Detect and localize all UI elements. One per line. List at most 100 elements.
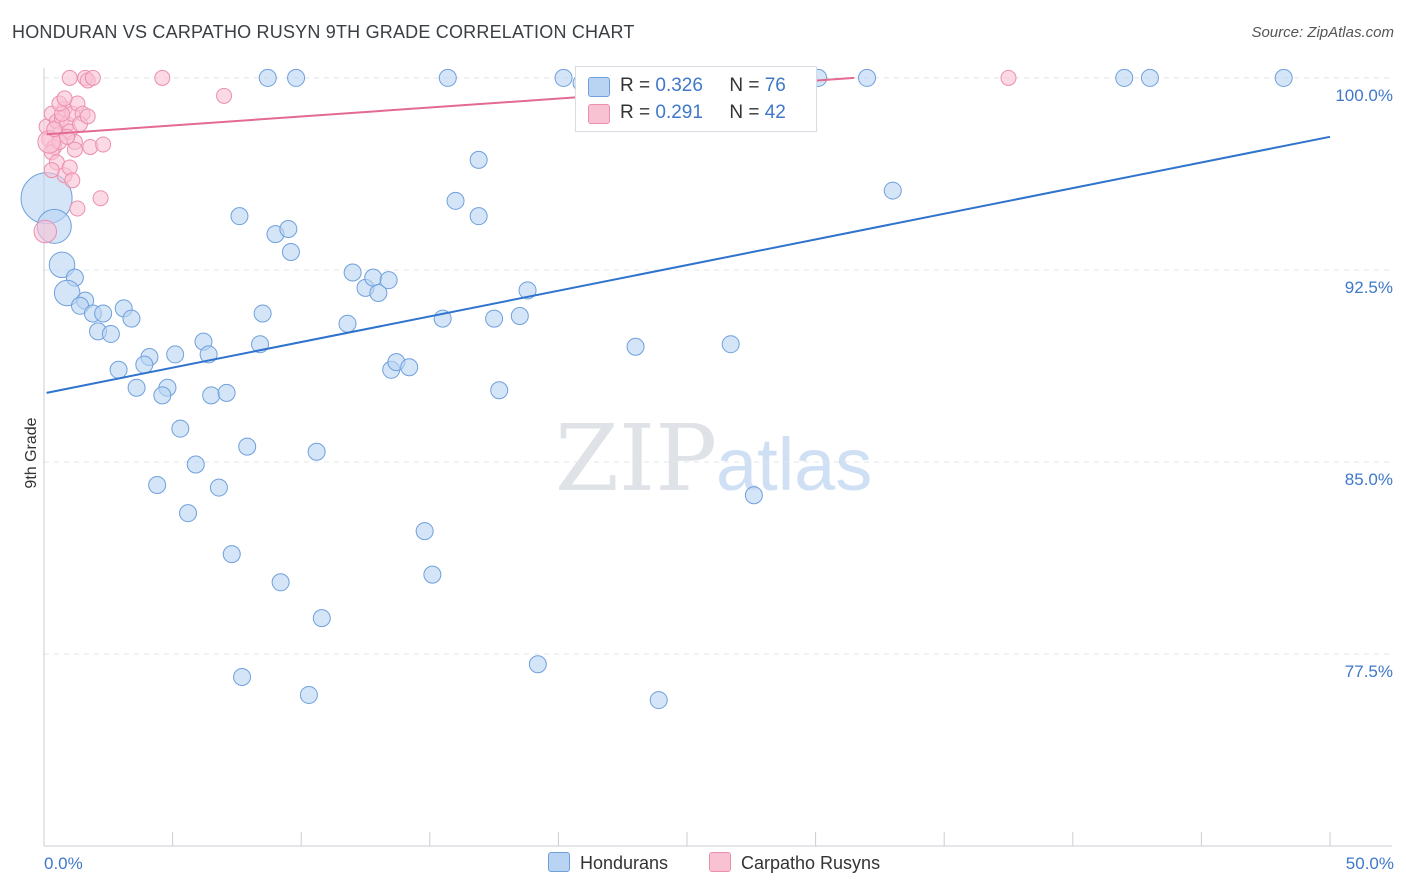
honduran-point	[469, 150, 488, 169]
honduran-point	[209, 478, 228, 497]
honduran-point	[400, 358, 419, 377]
honduran-trendline	[46, 135, 1331, 394]
carpatho-point	[82, 139, 99, 156]
honduran-point	[281, 243, 300, 262]
honduran-point	[1115, 68, 1134, 87]
honduran-point	[469, 207, 488, 226]
legend-n-label: N =	[729, 102, 760, 123]
y-tick-label: 92.5%	[1345, 278, 1393, 297]
legend-swatch-pink	[588, 104, 610, 124]
honduran-point	[258, 68, 277, 87]
honduran-point	[312, 609, 331, 628]
honduran-point	[186, 455, 205, 474]
honduran-point	[94, 304, 113, 323]
honduran-point	[171, 419, 190, 438]
chart-title: HONDURAN VS CARPATHO RUSYN 9TH GRADE COR…	[12, 22, 635, 42]
x-tick-label-min: 0.0%	[44, 854, 83, 873]
carpatho-point	[66, 141, 83, 158]
honduran-point	[233, 668, 252, 687]
honduran-point	[490, 381, 509, 400]
bottom-legend-label: Hondurans	[580, 853, 669, 873]
bottom-legend-swatch-pink	[709, 852, 731, 872]
honduran-point	[287, 68, 306, 87]
honduran-point	[127, 378, 146, 397]
honduran-point	[364, 268, 383, 287]
honduran-point	[202, 386, 221, 405]
legend-r-value: 0.291	[655, 102, 703, 123]
legend-r-value: 0.326	[655, 75, 703, 96]
legend-swatch-blue	[588, 77, 610, 97]
honduran-point	[109, 360, 128, 379]
honduran-point	[518, 281, 537, 300]
honduran-point	[122, 309, 141, 328]
honduran-point	[271, 573, 290, 592]
legend-n-value: 76	[764, 75, 786, 96]
honduran-point	[626, 337, 645, 356]
honduran-point	[858, 68, 877, 87]
bottom-legend-swatch-blue	[548, 852, 570, 872]
honduran-point	[721, 335, 740, 354]
carpatho-point	[43, 162, 60, 179]
honduran-point	[279, 219, 298, 238]
honduran-point	[101, 324, 120, 343]
honduran-point	[883, 181, 902, 200]
y-axis-label: 9th Grade	[23, 417, 40, 488]
honduran-point	[1274, 68, 1293, 87]
carpatho-point	[95, 136, 112, 153]
honduran-point	[153, 386, 172, 405]
honduran-point	[485, 309, 504, 328]
carpatho-point	[69, 200, 86, 217]
watermark-atlas: atlas	[716, 423, 872, 506]
carpatho-point	[64, 172, 81, 189]
legend-r-label: R =	[620, 75, 651, 96]
honduran-point	[238, 437, 257, 456]
bottom-legend-label: Carpatho Rusyns	[741, 853, 881, 873]
honduran-point	[307, 442, 326, 461]
honduran-point	[253, 304, 272, 323]
honduran-point	[53, 279, 81, 307]
honduran-point	[379, 271, 398, 290]
honduran-point	[222, 545, 241, 564]
bottom-legend-carpatho: Carpatho Rusyns	[709, 852, 880, 874]
x-tick-label-max: 50.0%	[1346, 854, 1394, 873]
honduran-point	[510, 307, 529, 326]
y-tick-label: 100.0%	[1335, 86, 1393, 105]
honduran-point	[148, 476, 167, 495]
honduran-point	[299, 685, 318, 704]
honduran-point	[343, 263, 362, 282]
honduran-point	[230, 207, 249, 226]
legend-n-label: N =	[729, 75, 760, 96]
honduran-point	[423, 565, 442, 584]
carpatho-point	[92, 190, 109, 207]
honduran-point	[338, 314, 357, 333]
honduran-point	[438, 68, 457, 87]
stats-legend: R = 0.326 N = 76 R = 0.291 N = 42	[575, 66, 817, 132]
carpatho-point	[56, 90, 73, 107]
y-tick-label: 77.5%	[1345, 662, 1393, 681]
carpatho-point	[79, 108, 96, 125]
honduran-point	[166, 345, 185, 364]
watermark-zip: ZIP	[555, 405, 717, 512]
carpatho-point	[61, 69, 78, 86]
honduran-point	[369, 283, 388, 302]
carpatho-point	[216, 87, 233, 104]
carpatho-point	[154, 69, 171, 86]
legend-n-value: 42	[764, 102, 786, 123]
honduran-point	[528, 655, 547, 674]
honduran-point	[179, 504, 198, 523]
bottom-legend-hondurans: Hondurans	[548, 852, 668, 874]
honduran-point	[135, 355, 154, 374]
carpatho-point	[33, 219, 58, 244]
honduran-point	[48, 251, 76, 279]
carpatho-point	[1000, 69, 1017, 86]
carpatho-point	[84, 69, 101, 86]
legend-r-label: R =	[620, 102, 651, 123]
honduran-point	[649, 691, 668, 710]
honduran-point	[554, 68, 573, 87]
honduran-point	[1140, 68, 1159, 87]
honduran-point	[446, 191, 465, 210]
honduran-point	[217, 383, 236, 402]
honduran-point	[415, 522, 434, 541]
y-tick-label: 85.0%	[1345, 470, 1393, 489]
